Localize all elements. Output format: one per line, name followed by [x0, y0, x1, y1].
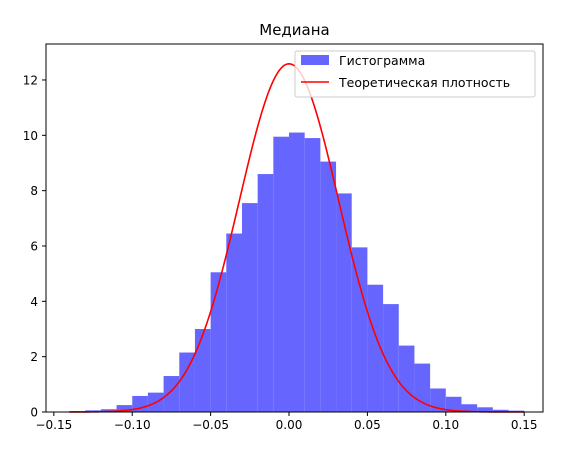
- y-tick-label: 12: [23, 73, 38, 87]
- histogram-bars: [69, 132, 525, 413]
- legend-label-density: Теоретическая плотность: [338, 75, 510, 90]
- histogram-bar: [116, 405, 133, 412]
- y-axis: 0 2 4 6 8 10 12: [23, 73, 46, 420]
- legend-box: [294, 50, 536, 98]
- histogram-bar: [367, 284, 384, 412]
- histogram-bar: [477, 407, 493, 412]
- x-tick-label: −0.05: [192, 418, 229, 432]
- histogram-bar: [461, 404, 478, 412]
- y-tick-label: 0: [30, 406, 38, 420]
- histogram-bar: [320, 161, 337, 412]
- histogram-bar: [445, 396, 462, 412]
- x-tick-label: 0.05: [354, 418, 381, 432]
- histogram-bar: [304, 138, 321, 412]
- x-tick-label: −0.10: [114, 418, 151, 432]
- histogram-bar: [336, 193, 352, 412]
- histogram-bar: [210, 272, 227, 412]
- chart-title: Медиана: [259, 21, 329, 39]
- histogram-bar: [383, 304, 399, 412]
- histogram-bar: [241, 203, 258, 412]
- histogram-bar: [226, 233, 242, 412]
- histogram-bar: [257, 174, 274, 412]
- histogram-bar: [273, 136, 290, 413]
- x-axis: −0.15 −0.10 −0.05 0.00 0.05 0.10 0.15: [35, 412, 538, 432]
- y-tick-label: 2: [30, 350, 38, 364]
- y-tick-label: 4: [30, 295, 38, 309]
- histogram-bar: [179, 352, 195, 412]
- histogram-bar: [132, 395, 148, 412]
- histogram-bar: [398, 345, 415, 412]
- x-tick-label: 0.00: [276, 418, 303, 432]
- histogram-bar: [430, 388, 446, 412]
- histogram-bar: [163, 376, 180, 412]
- histogram-bar: [100, 409, 117, 412]
- x-tick-label: −0.15: [35, 418, 72, 432]
- legend-swatch-histogram: [301, 55, 329, 65]
- legend: Гистограмма Теоретическая плотность: [294, 50, 536, 98]
- x-tick-label: 0.15: [511, 418, 538, 432]
- histogram-bar: [351, 247, 368, 412]
- y-tick-label: 10: [23, 129, 38, 143]
- legend-label-histogram: Гистограмма: [339, 53, 425, 68]
- y-tick-label: 8: [30, 184, 38, 198]
- histogram-bar: [492, 409, 509, 412]
- histogram-bar: [194, 328, 211, 412]
- y-tick-label: 6: [30, 239, 38, 253]
- x-tick-label: 0.10: [432, 418, 459, 432]
- histogram-bar: [289, 132, 305, 412]
- plot-frame: [45, 43, 544, 413]
